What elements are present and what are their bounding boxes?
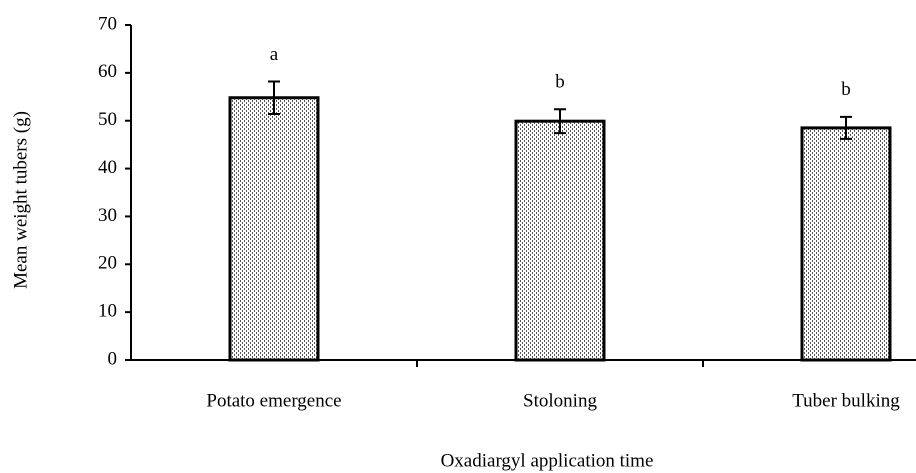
y-tick-label: 20 (98, 253, 117, 274)
y-tick-label: 0 (108, 348, 118, 369)
bar (514, 119, 606, 362)
y-tick-label: 50 (98, 109, 117, 130)
bar (228, 96, 320, 362)
significance-letter: b (841, 79, 851, 100)
bar (800, 126, 892, 362)
y-tick-label: 10 (98, 301, 117, 322)
y-tick-label: 40 (98, 157, 117, 178)
y-tick-label: 30 (98, 205, 117, 226)
significance-letter: b (555, 72, 565, 93)
error-bar (268, 80, 280, 116)
x-tick-label: Tuber bulking (792, 390, 900, 411)
y-tick-label: 60 (98, 61, 117, 82)
x-axis-title: Oxadiargyl application time (441, 450, 654, 471)
y-axis-title: Mean weight tubers (g) (10, 111, 31, 289)
significance-letter: a (270, 44, 279, 65)
error-bar (554, 108, 566, 135)
error-bar (840, 115, 852, 140)
y-tick-label: 70 (98, 13, 117, 34)
x-tick-label: Stoloning (523, 390, 597, 411)
x-tick-label: Potato emergence (206, 390, 341, 411)
